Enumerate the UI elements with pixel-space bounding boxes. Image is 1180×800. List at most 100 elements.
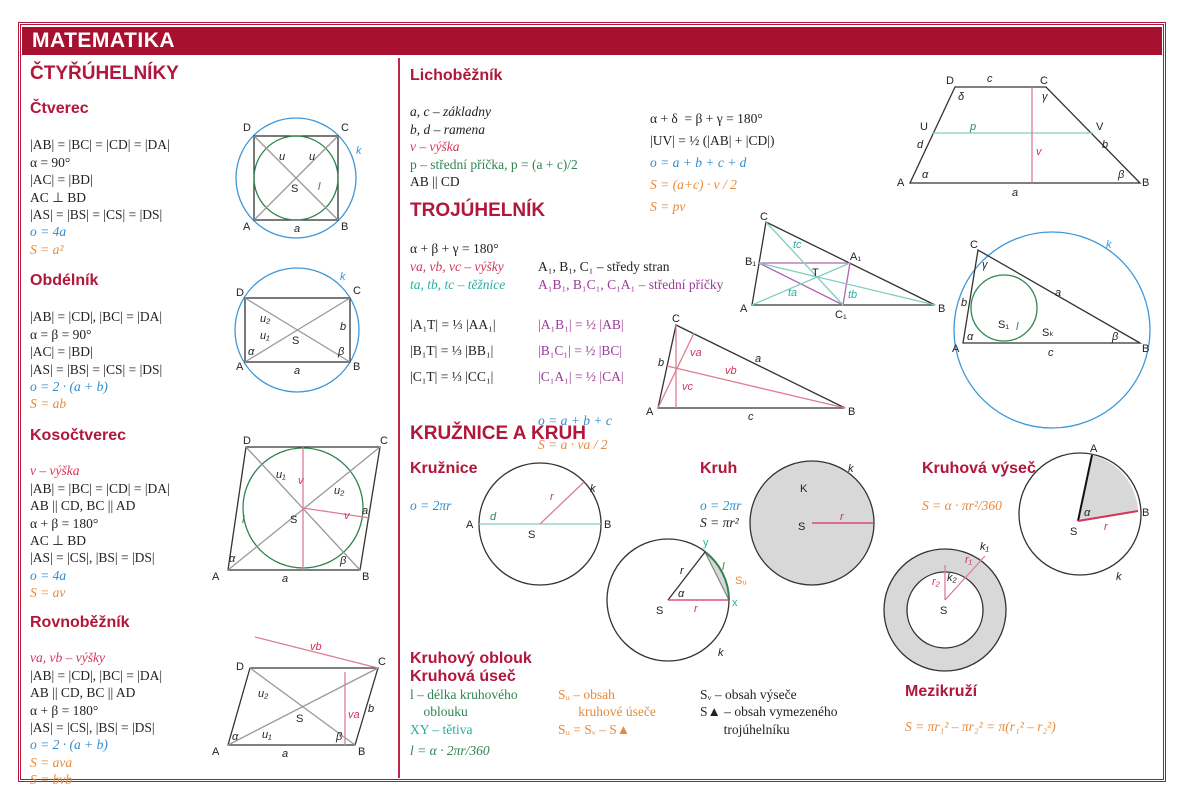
perimeter-formula: o = a + b + c + d [650, 155, 747, 170]
angle-label: α [1084, 507, 1091, 519]
vertex-label: D [243, 122, 251, 134]
angle-label: α [678, 588, 685, 600]
formula: Sᵤ – obsah [558, 687, 615, 702]
formula: l – délka kruhového [410, 687, 518, 702]
sector-title: Kruhová výseč [922, 460, 1036, 477]
radius-label: r [680, 565, 685, 577]
vertex-label: B [938, 303, 945, 315]
column-divider [398, 58, 400, 778]
area-formula: S = pv [650, 199, 686, 214]
midline-note: A₁B₁, B₁C₁, C₁A₁ – střední příčky [538, 277, 724, 292]
center-label: S [798, 521, 805, 533]
section-heading-circles: KRUŽNICE A KRUH [410, 423, 586, 444]
vertex-label: A [243, 221, 251, 233]
angle-label: β [1117, 169, 1125, 181]
formula: |B₁T| = ⅓ |BB₁| [410, 343, 494, 358]
side-label: b [658, 357, 664, 369]
formula: AB || CD, BC || AD [30, 685, 136, 701]
height-note: va, vb, vc – výšky [410, 259, 504, 274]
area-formula: S = ab [30, 396, 67, 412]
formula: |A₁T| = ⅓ |AA₁| [410, 317, 496, 332]
vertex-label: A [212, 746, 220, 758]
vertex-label: A [897, 177, 905, 189]
diagonal-label: u₁ [276, 469, 286, 481]
circumcircle-label: k [356, 145, 362, 157]
side-label: a [294, 223, 300, 235]
midline-label: p [969, 121, 976, 133]
circle-label: k [1116, 571, 1122, 583]
median-label: ta [788, 287, 797, 299]
height-label: v [344, 510, 351, 522]
formula: |AB| = |CD|, |BC| = |DA| [30, 667, 163, 683]
side-label: c [1048, 347, 1054, 359]
angle-label: α [229, 553, 236, 565]
perimeter-formula: o = 2 · (a + b) [30, 379, 108, 395]
median-label: tb [848, 289, 857, 301]
trapezoid-title: Lichoběžník [410, 67, 503, 84]
point-label: A [1090, 443, 1098, 455]
vertex-label: D [243, 435, 251, 447]
height-label: vb [310, 641, 322, 653]
side-label: a [1012, 187, 1018, 199]
center-label: S [940, 605, 947, 617]
side-label: b [368, 703, 374, 715]
vertex-label: C [341, 122, 349, 134]
formula: b, d – ramena [410, 121, 485, 137]
square-title: Čtverec [30, 100, 89, 117]
disc-label: K [800, 483, 808, 495]
page-frame [18, 22, 1166, 782]
formula: AC ⊥ BD [30, 533, 87, 549]
angle-label: γ [982, 259, 989, 271]
side-label: a [282, 573, 288, 585]
formula: α + δ = β + γ = 180° [650, 111, 763, 126]
area-formula: S = bvb [30, 772, 73, 788]
side-label: c [748, 411, 754, 423]
radius-label: r₁ [965, 554, 973, 566]
side-label: a [362, 505, 368, 517]
side-label: a [755, 353, 761, 365]
triangle-formulas-left: α + β + γ = 180° va, vb, vc – výšky ta, tb… [410, 222, 505, 390]
angle-label: β [1111, 331, 1119, 343]
diagonal-label: u [309, 151, 315, 163]
radius-label: r [694, 603, 699, 615]
radius-label: r [840, 511, 845, 523]
formula: |AB| = |CD|, |BC| = |DA| [30, 309, 163, 325]
vertex-label: B [358, 746, 365, 758]
angle-label: β [335, 731, 343, 743]
page-title: MATEMATIKA [22, 27, 1162, 55]
area-formula: S = ava [30, 754, 73, 770]
chord-note: XY – tětiva [410, 721, 473, 737]
annulus-area: S = πr₁² – πr₂² = π(r₁² – r₂²) [905, 719, 1056, 734]
perimeter-formula: o = 2 · (a + b) [30, 737, 108, 753]
formula: Sᵤ = Sᵥ – S▲ [558, 721, 631, 737]
rectangle-formulas: |AB| = |CD|, |BC| = |DA| α = β = 90° |AC| … [30, 291, 162, 413]
point-label: A [466, 519, 474, 531]
circle-perimeter: o = 2πr [410, 498, 452, 513]
point-label: y [703, 537, 709, 549]
parallelogram-formulas: va, vb – výšky |AB| = |CD|, |BC| = |DA| AB… [30, 632, 162, 789]
rectangle-title: Obdélník [30, 272, 99, 289]
formula: |AS| = |CS|, |BS| = |DS| [30, 720, 155, 736]
vertex-label: C [378, 656, 386, 668]
vertex-label: C [1040, 75, 1048, 87]
angle-label: β [339, 555, 347, 567]
median-note: ta, tb, tc – těžnice [410, 277, 506, 292]
angle-label: β [337, 346, 345, 358]
formula: |AS| = |BS| = |CS| = |DS| [30, 207, 163, 223]
circumcircle-label: k [340, 271, 346, 283]
angle-label: α [967, 331, 974, 343]
vertex-label: C₁ [835, 309, 847, 321]
area-formula: S = (a+c) · v / 2 [650, 177, 737, 192]
center-label: S [528, 529, 535, 541]
vertex-label: D [236, 661, 244, 673]
formula: trojúhelníku [700, 721, 790, 737]
circumcenter-label: Sₖ [1042, 327, 1054, 339]
circle-label: k [718, 647, 724, 659]
height-note: v – výška [410, 139, 460, 155]
vertex-label: A [212, 571, 220, 583]
formula: α + β = 180° [30, 702, 99, 718]
formula: AB || CD, BC || AD [30, 498, 136, 514]
diagonal-label: u₂ [258, 688, 269, 700]
perimeter-formula: o = a + b + c [538, 413, 612, 428]
side-label: c [987, 73, 993, 85]
